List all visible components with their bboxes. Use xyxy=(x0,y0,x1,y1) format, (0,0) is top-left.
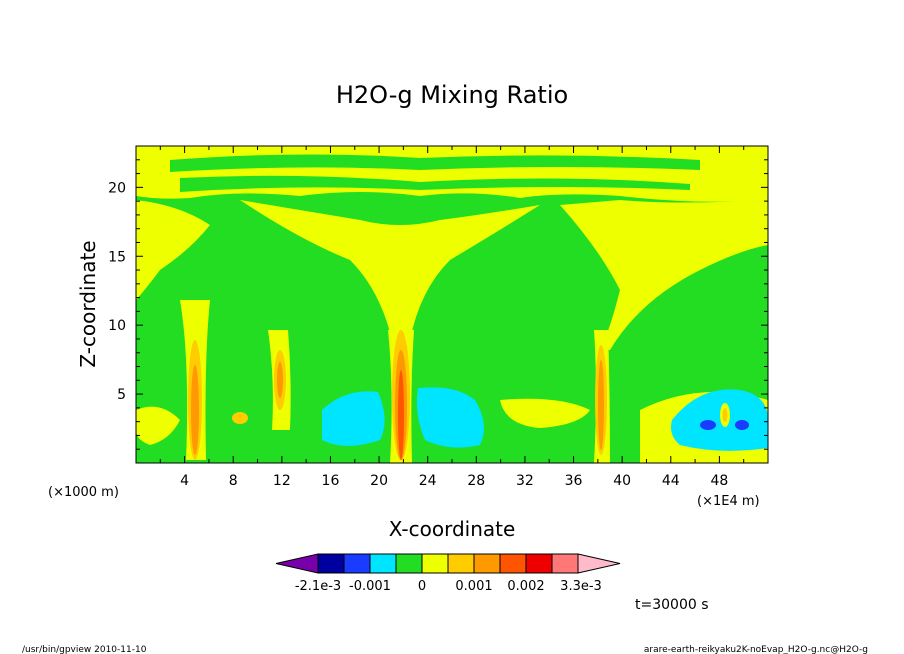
colorbar-upper-arrow xyxy=(577,553,621,574)
colorbar-swatch xyxy=(447,553,475,574)
colorbar-tick-label: 0.002 xyxy=(507,579,544,594)
colorbar-tick-label: -2.1e-3 xyxy=(295,579,341,594)
x-unit-label: (×1E4 m) xyxy=(697,494,760,509)
colorbar-tick-label: 3.3e-3 xyxy=(560,579,602,594)
x-tick-label: 28 xyxy=(467,473,485,489)
x-tick-label: 44 xyxy=(662,473,680,489)
y-tick-label: 10 xyxy=(108,318,126,334)
x-axis-label: X-coordinate xyxy=(389,517,516,541)
plot-area xyxy=(135,145,769,464)
colorbar-lower-arrow xyxy=(275,553,319,574)
x-tick-label: 12 xyxy=(273,473,291,489)
y-tick-label: 15 xyxy=(108,249,126,265)
x-tick-label: 48 xyxy=(710,473,728,489)
x-tick-label: 8 xyxy=(229,473,238,489)
y-tick-label: 20 xyxy=(108,180,126,196)
x-tick-label: 20 xyxy=(370,473,388,489)
x-axis: 4 8 12 16 20 24 28 32 36 40 44 48 xyxy=(135,146,769,489)
footer-right: arare-earth-reikyaku2K-noEvap_H2O-g.nc@H… xyxy=(644,645,868,654)
colorbar-swatch xyxy=(499,553,527,574)
x-tick-label: 40 xyxy=(613,473,631,489)
colorbar-swatch xyxy=(317,553,345,574)
x-tick-label: 4 xyxy=(180,473,189,489)
x-tick-label: 24 xyxy=(419,473,437,489)
x-tick-label: 36 xyxy=(565,473,583,489)
time-label: t=30000 s xyxy=(635,597,709,613)
colorbar-swatch xyxy=(395,553,423,574)
y-axis: 5 10 15 20 xyxy=(108,145,768,450)
x-tick-label: 16 xyxy=(322,473,340,489)
y-unit-label: (×1000 m) xyxy=(48,485,119,500)
colorbar-swatch xyxy=(551,553,579,574)
colorbar-tick-label: -0.001 xyxy=(349,579,391,594)
y-axis-label: Z-coordinate xyxy=(76,240,100,367)
y-tick-label: 5 xyxy=(117,387,126,403)
colorbar-swatch xyxy=(369,553,397,574)
footer-left: /usr/bin/gpview 2010-11-10 xyxy=(22,645,147,654)
colorbar-tick-label: 0.001 xyxy=(455,579,492,594)
colorbar-swatch xyxy=(525,553,553,574)
colorbar-swatch xyxy=(473,553,501,574)
chart-title: H2O-g Mixing Ratio xyxy=(336,81,568,109)
x-tick-label: 32 xyxy=(516,473,534,489)
colorbar-swatch xyxy=(421,553,449,574)
colorbar-tick-label: 0 xyxy=(418,579,426,594)
colorbar-swatch xyxy=(343,553,371,574)
colorbar: -2.1e-3 -0.001 0 0.001 0.002 3.3e-3 xyxy=(275,553,621,594)
